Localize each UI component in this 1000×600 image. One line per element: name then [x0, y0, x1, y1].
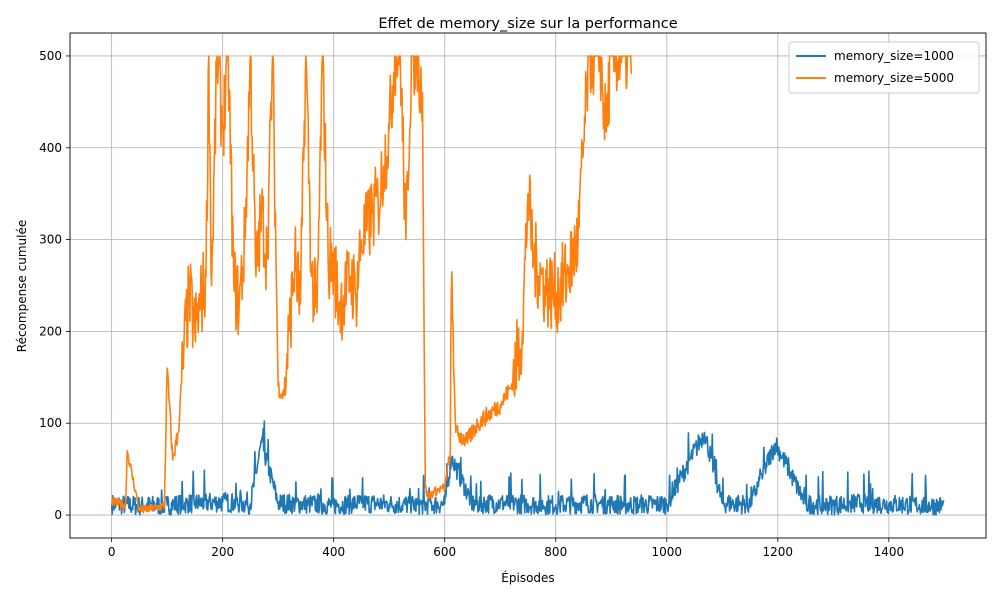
series-line-memory-5000 [110, 55, 633, 514]
legend-label-series-1000: memory_size=1000 [834, 49, 954, 63]
x-tick-label: 600 [433, 545, 456, 559]
y-axis-label: Récompense cumulée [15, 220, 29, 352]
x-tick-label: 1000 [652, 545, 683, 559]
legend-label-series-5000: memory_size=5000 [834, 71, 954, 85]
x-tick-label: 400 [322, 545, 345, 559]
legend-box [788, 41, 980, 94]
x-tick-label: 800 [544, 545, 567, 559]
x-axis-label: Épisodes [501, 570, 554, 585]
plot-frame [69, 32, 987, 539]
y-tick-label: 400 [39, 141, 62, 155]
x-tick-label: 1400 [874, 545, 905, 559]
chart-title: Effet de memory_size sur la performance [378, 16, 677, 32]
series-layer [110, 55, 945, 516]
x-tick-label: 0 [108, 545, 116, 559]
y-tick-label: 200 [39, 324, 62, 338]
legend: memory_size=1000 memory_size=5000 [788, 41, 980, 94]
y-tick-label: 300 [39, 233, 62, 247]
y-tick-label: 0 [54, 508, 62, 522]
x-tick-label: 1200 [763, 545, 794, 559]
x-tick-label: 200 [211, 545, 234, 559]
y-tick-label: 500 [39, 49, 62, 63]
y-tick-label: 100 [39, 416, 62, 430]
axis-ticks: 0 200 400 600 800 1000 1200 1400 0 100 200 300 400 50… [39, 49, 904, 559]
series-line-memory-1000 [110, 420, 945, 516]
